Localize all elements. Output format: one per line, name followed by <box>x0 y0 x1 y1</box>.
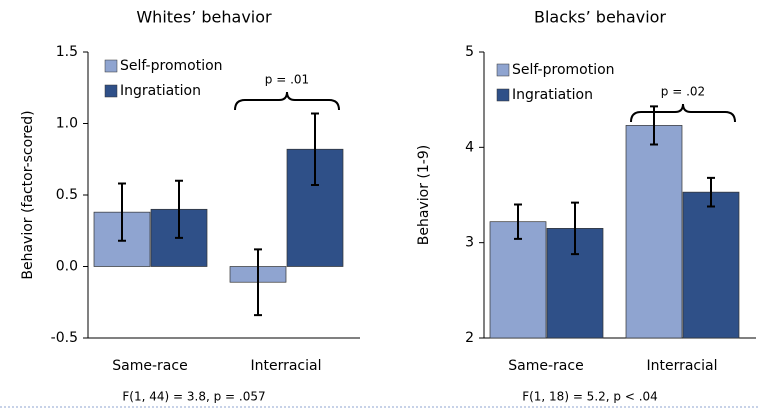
brace <box>234 91 340 111</box>
error-bar <box>571 201 579 256</box>
legend-swatch <box>104 84 118 98</box>
legend-swatch <box>496 63 510 77</box>
y-tick-label: -0.5 <box>51 330 78 346</box>
bar <box>682 191 740 339</box>
error-bar <box>707 176 715 208</box>
x-tick-label: Interracial <box>646 358 717 374</box>
brace <box>630 103 736 123</box>
y-axis-label: Behavior (1-9) <box>416 145 432 245</box>
x-tick-label: Same-race <box>508 358 583 374</box>
annotation: p = .01 <box>265 73 309 87</box>
legend-label: Ingratiation <box>120 83 201 99</box>
y-tick-label: 2 <box>465 330 474 346</box>
legend-label: Self-promotion <box>512 62 615 78</box>
error-bar <box>175 179 183 239</box>
y-tick-label: 3 <box>465 235 474 251</box>
y-tick-label: 1.0 <box>56 116 78 132</box>
error-bar <box>254 248 262 317</box>
y-tick-label: 0.5 <box>56 187 78 203</box>
y-tick-label: 4 <box>465 139 474 155</box>
chart-title: Blacks’ behavior <box>534 8 666 27</box>
annotation: p = .02 <box>661 85 705 99</box>
y-tick-label: 0.0 <box>56 259 78 275</box>
legend-label: Ingratiation <box>512 87 593 103</box>
footnote: F(1, 18) = 5.2, p < .04 <box>522 390 658 404</box>
x-tick-label: Interracial <box>250 358 321 374</box>
footnote: F(1, 44) = 3.8, p = .057 <box>122 390 265 404</box>
legend-swatch <box>496 88 510 102</box>
legend-swatch <box>104 59 118 73</box>
y-axis-label: Behavior (factor-scored) <box>20 110 36 279</box>
chart-title: Whites’ behavior <box>136 8 272 27</box>
x-tick-label: Same-race <box>112 358 187 374</box>
y-tick-label: 5 <box>465 44 474 60</box>
bar <box>625 125 683 339</box>
error-bar <box>311 112 319 186</box>
legend-label: Self-promotion <box>120 58 223 74</box>
error-bar <box>514 203 522 240</box>
error-bar <box>118 182 126 242</box>
y-tick-label: 1.5 <box>56 44 78 60</box>
